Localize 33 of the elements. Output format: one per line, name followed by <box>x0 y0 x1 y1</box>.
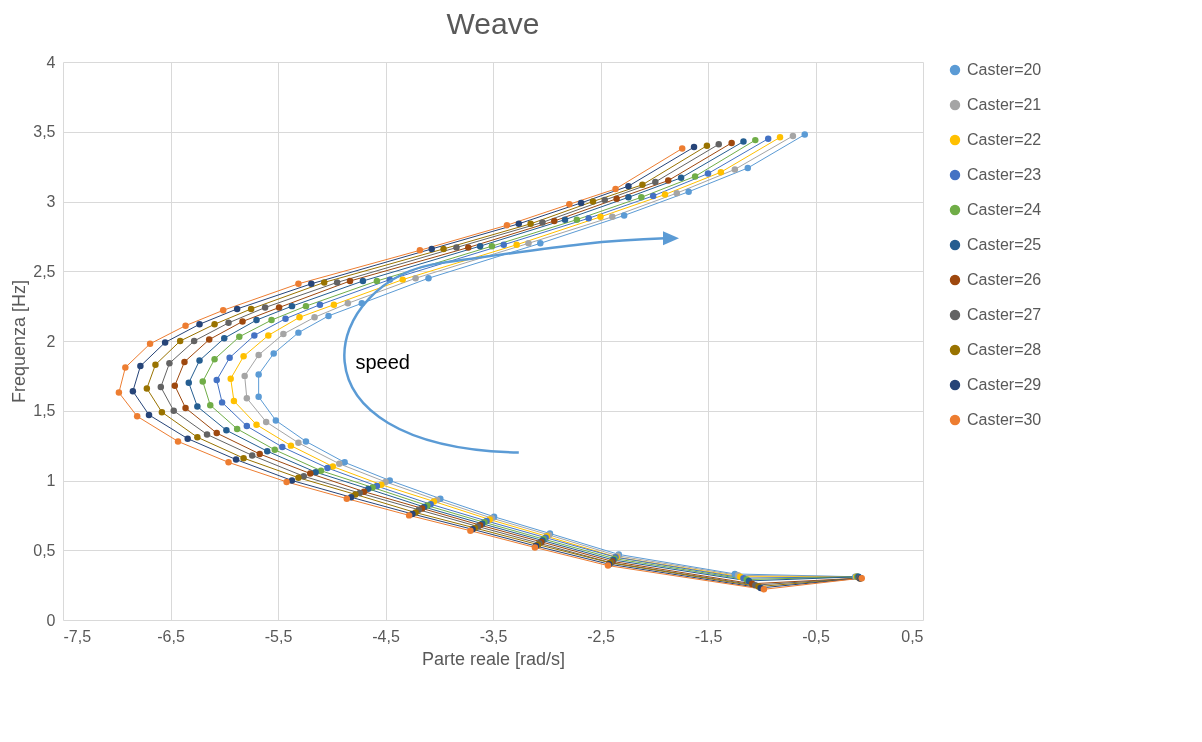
x-tick-label: -4,5 <box>372 627 400 645</box>
y-tick-label: 0,5 <box>33 541 56 559</box>
chart-title: Weave <box>446 7 540 40</box>
y-tick-label: 2 <box>46 332 56 350</box>
legend-label: Caster=28 <box>967 341 1042 358</box>
x-tick-label: -7,5 <box>63 627 92 645</box>
y-tick-label: 1,5 <box>33 402 56 420</box>
legend-label: Caster=26 <box>967 271 1042 288</box>
x-tick-label: -2,5 <box>587 627 615 645</box>
legend-label: Caster=29 <box>967 376 1042 393</box>
y-tick-label: 3,5 <box>33 123 56 141</box>
legend-label: Caster=21 <box>967 96 1042 113</box>
legend-label: Caster=20 <box>967 61 1042 78</box>
legend-label: Caster=24 <box>967 201 1042 218</box>
legend-label: Caster=27 <box>967 306 1042 323</box>
x-tick-label: -3,5 <box>479 627 508 645</box>
legend-label: Caster=22 <box>967 131 1042 148</box>
annotation: speed <box>355 350 410 373</box>
y-tick-label: 0 <box>46 611 56 629</box>
legend-label: Caster=30 <box>967 411 1042 428</box>
y-axis-title: Frequenza [Hz] <box>9 279 30 404</box>
y-tick-label: 1 <box>46 472 56 489</box>
legend-label: Caster=25 <box>967 236 1042 253</box>
y-tick-label: 2,5 <box>33 262 56 280</box>
x-tick-label: -6,5 <box>157 627 185 645</box>
legend-label: Caster=23 <box>967 166 1042 183</box>
y-tick-label: 4 <box>46 53 56 71</box>
y-tick-label: 3 <box>46 193 56 210</box>
x-tick-label: 0,5 <box>901 627 924 645</box>
x-tick-label: -1,5 <box>694 627 723 645</box>
x-tick-label: -5,5 <box>264 627 293 645</box>
x-axis-title: Parte reale [rad/s] <box>421 648 566 669</box>
x-tick-label: -0,5 <box>802 627 830 645</box>
